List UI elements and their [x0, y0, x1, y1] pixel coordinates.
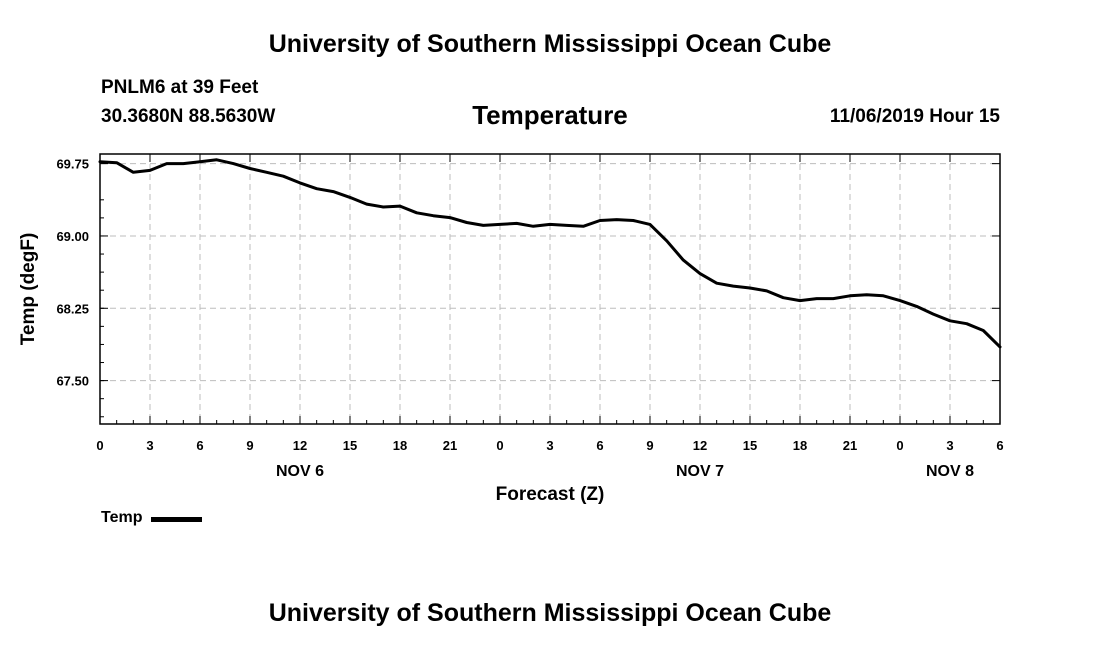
x-tick-label: 3 — [146, 438, 153, 453]
x-tick-label: 9 — [246, 438, 253, 453]
x-tick-label: 12 — [293, 438, 307, 453]
y-tick-label: 69.00 — [56, 229, 89, 244]
page-title: University of Southern Mississippi Ocean… — [268, 30, 832, 58]
x-tick-label: 15 — [343, 438, 357, 453]
y-axis-label: Temp (degF) — [18, 233, 39, 346]
grid-layer — [100, 154, 1000, 424]
x-tick-label: 0 — [896, 438, 903, 453]
legend-label-temp: Temp — [101, 509, 143, 526]
tick-layer: 0 3 6 9 12 15 18 21 0 3 6 9 12 15 18 21 0 3 6 NOV 6 NOV 7 NOV… — [56, 154, 1004, 480]
x-tick-label: 6 — [596, 438, 603, 453]
x-tick-label: 18 — [393, 438, 407, 453]
x-tick-label: 6 — [196, 438, 203, 453]
x-tick-label: 12 — [693, 438, 707, 453]
chart-title: Temperature — [472, 100, 628, 130]
x-tick-label: 3 — [546, 438, 553, 453]
x-tick-label: 18 — [793, 438, 807, 453]
series-layer — [98, 158, 1002, 349]
x-day-label: NOV 8 — [926, 463, 974, 480]
y-tick-label: 69.75 — [56, 157, 89, 172]
x-day-label: NOV 7 — [676, 463, 724, 480]
footer-title: University of Southern Mississippi Ocean… — [268, 599, 832, 627]
x-tick-label: 6 — [996, 438, 1003, 453]
y-tick-label: 68.25 — [56, 301, 89, 316]
x-tick-label: 3 — [946, 438, 953, 453]
y-tick-label: 67.50 — [56, 374, 89, 389]
x-tick-label: 0 — [496, 438, 503, 453]
legend-swatch-temp — [151, 516, 203, 522]
x-tick-label: 21 — [443, 438, 457, 453]
station-coordinates: 30.3680N 88.5630W — [101, 106, 276, 127]
forecast-datetime: 11/06/2019 Hour 15 — [829, 106, 1000, 127]
station-name: PNLM6 at 39 Feet — [101, 77, 259, 98]
legend: Temp — [101, 509, 203, 527]
x-tick-label: 0 — [96, 438, 103, 453]
x-tick-label: 21 — [843, 438, 857, 453]
x-tick-label: 15 — [743, 438, 757, 453]
x-tick-label: 9 — [646, 438, 653, 453]
x-day-label: NOV 6 — [276, 463, 324, 480]
x-axis-label: Forecast (Z) — [496, 484, 605, 505]
series-line-temp — [98, 158, 1002, 349]
